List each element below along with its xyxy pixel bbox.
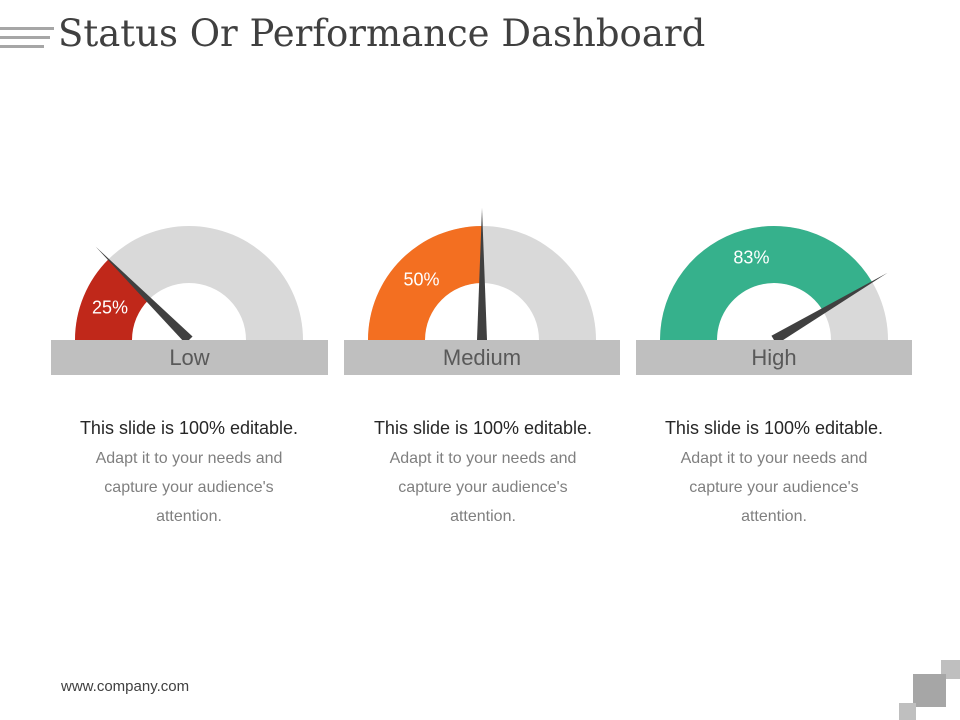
- gauge-high: 83%: [660, 225, 888, 345]
- gauge-low: 25%: [75, 226, 303, 344]
- corner-square-decoration: [899, 703, 916, 720]
- gauge-needle: [771, 272, 888, 345]
- description-body: Adapt it to your needs and capture your …: [389, 450, 577, 525]
- gauge-needle: [95, 246, 193, 344]
- gauge-percent-label: 25%: [92, 297, 128, 317]
- description-medium: This slide is 100% editable. Adapt it to…: [345, 416, 621, 531]
- gauge-percent-label: 50%: [404, 270, 440, 290]
- gauge-fill: [660, 225, 873, 340]
- description-heading: This slide is 100% editable.: [79, 418, 299, 438]
- description-heading: This slide is 100% editable.: [373, 418, 593, 438]
- description-high: This slide is 100% editable. Adapt it to…: [636, 416, 912, 531]
- gauge-fill: [368, 226, 482, 340]
- gauge-needle: [477, 208, 487, 340]
- title-lines-decoration: [0, 27, 54, 53]
- footer-website: www.company.com: [61, 678, 190, 695]
- page-title: Status Or Performance Dashboard: [58, 12, 706, 55]
- corner-square-decoration: [913, 674, 946, 707]
- description-body: Adapt it to your needs and capture your …: [680, 450, 868, 525]
- description-body: Adapt it to your needs and capture your …: [95, 450, 283, 525]
- gauge-percent-label: 83%: [733, 248, 769, 268]
- gauge-fill: [75, 259, 149, 340]
- gauge-label-high: High: [636, 340, 912, 375]
- gauge-medium: 50%: [368, 208, 596, 340]
- gauge-label-low: Low: [51, 340, 328, 375]
- description-heading: This slide is 100% editable.: [664, 418, 884, 438]
- description-low: This slide is 100% editable. Adapt it to…: [51, 416, 327, 531]
- gauge-label-medium: Medium: [344, 340, 620, 375]
